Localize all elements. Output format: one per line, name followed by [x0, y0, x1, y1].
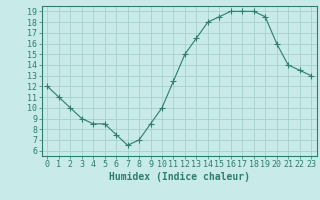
X-axis label: Humidex (Indice chaleur): Humidex (Indice chaleur) [109, 172, 250, 182]
